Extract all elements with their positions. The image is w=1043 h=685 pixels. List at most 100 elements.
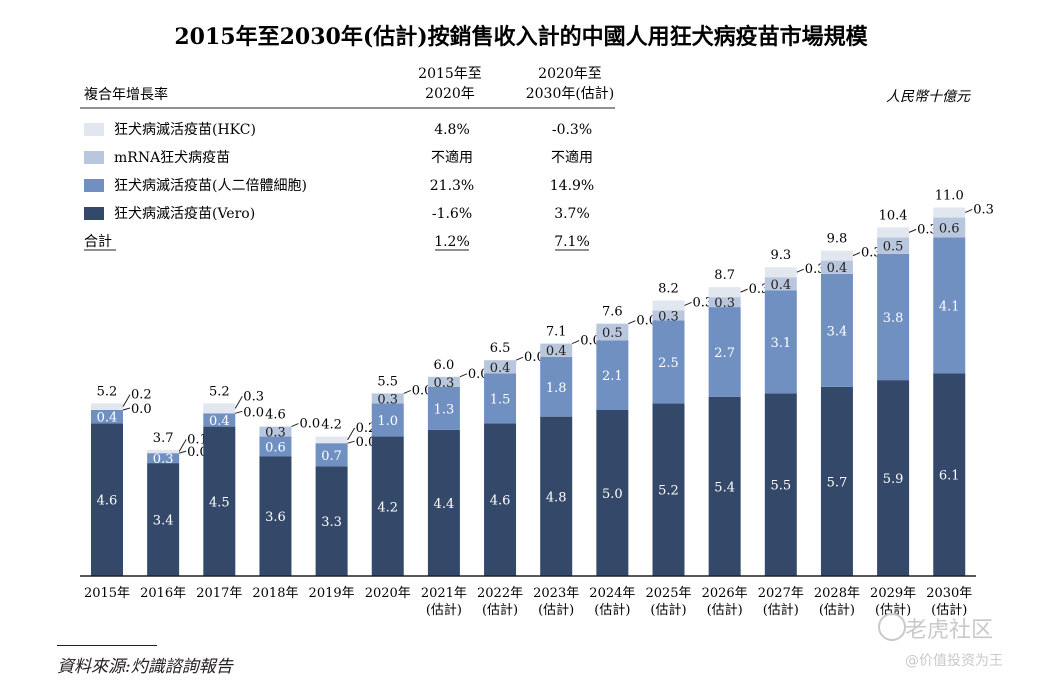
legend-swatch-0 <box>84 123 104 136</box>
cagr-2015-2020-2: 21.3% <box>430 178 474 194</box>
leader-hkc-0 <box>122 394 131 407</box>
data-label-hkc-6: 0.0 <box>468 367 489 382</box>
bar-segment-2-0 <box>203 426 236 576</box>
data-label-hkc-13: 0.3 <box>861 246 882 261</box>
data-label-vero-7: 4.6 <box>490 494 511 509</box>
bar-segment-14-1 <box>877 253 910 381</box>
bar-segment-3-0 <box>259 456 292 576</box>
data-label-mrna-12: 0.4 <box>770 278 791 293</box>
data-label-hkc-1: 0.1 <box>187 433 208 448</box>
bar-segment-15-0 <box>933 373 966 576</box>
bar-segment-13-1 <box>820 273 853 387</box>
leader-hkc-10 <box>684 301 692 306</box>
leader-mrna-2 <box>235 410 243 414</box>
data-label-diploid-10: 2.5 <box>658 356 679 371</box>
data-label-diploid-8: 1.8 <box>546 381 567 396</box>
leader-hkc-4 <box>347 427 356 441</box>
cagr-col2-line1: 2020年至 <box>538 66 602 82</box>
x-tick-label-9-0: 2024年 <box>589 586 635 601</box>
x-tick-label-15-0: 2030年 <box>926 586 972 601</box>
cagr-col2-line2: 2030年(估計) <box>526 86 615 102</box>
total-label-1: 3.7 <box>153 431 174 446</box>
bar-segment-7-1 <box>484 373 517 424</box>
bar-segment-1-1 <box>147 453 180 464</box>
x-tick-label-14-0: 2029年 <box>870 586 916 601</box>
bar-segment-8-2 <box>540 343 573 357</box>
cagr-total-2020-2030: 7.1% <box>554 234 590 250</box>
data-label-mrna-5: 0.3 <box>377 392 398 407</box>
bar-segment-14-2 <box>877 237 910 254</box>
data-label-diploid-15: 4.1 <box>939 299 960 314</box>
data-label-diploid-1: 0.3 <box>153 452 174 467</box>
data-label-vero-1: 3.4 <box>153 514 174 529</box>
bar-segment-4-3 <box>315 436 348 444</box>
total-label-14: 10.4 <box>879 208 908 223</box>
data-label-mrna-1: 0.0 <box>187 445 208 460</box>
total-label-4: 4.2 <box>321 418 342 433</box>
data-label-mrna-10: 0.3 <box>658 309 679 324</box>
bar-segment-2-1 <box>203 413 236 427</box>
total-label-6: 6.0 <box>434 358 455 373</box>
bar-segment-14-3 <box>877 227 910 238</box>
data-label-mrna-7: 0.4 <box>490 361 511 376</box>
watermark-text: 老虎社区 <box>905 618 994 643</box>
bar-segment-11-1 <box>708 307 741 397</box>
total-label-2: 5.2 <box>209 384 230 399</box>
bar-segment-12-0 <box>764 393 797 576</box>
x-tick-label-8-1: (估計) <box>538 602 574 618</box>
data-label-hkc-14: 0.3 <box>917 222 938 237</box>
watermark-logo-icon <box>878 613 906 641</box>
bar-segment-3-2 <box>259 426 292 437</box>
legend-label-2: 狂犬病滅活疫苗(人二倍體細胞) <box>114 178 307 194</box>
data-label-vero-5: 4.2 <box>377 500 398 515</box>
bar-segment-5-0 <box>371 436 404 576</box>
x-tick-label-2-0: 2017年 <box>196 586 242 601</box>
data-label-vero-11: 5.4 <box>714 480 735 495</box>
data-label-mrna-4: 0.0 <box>356 435 377 450</box>
data-label-vero-10: 5.2 <box>658 484 679 499</box>
bar-segment-7-2 <box>484 360 517 374</box>
data-label-mrna-3: 0.3 <box>265 426 286 441</box>
data-label-diploid-3: 0.6 <box>265 441 286 456</box>
data-label-vero-15: 6.1 <box>939 469 960 484</box>
x-tick-label-5-0: 2020年 <box>365 586 411 601</box>
bar-segment-9-2 <box>596 323 629 341</box>
cagr-col1-line2: 2020年 <box>425 86 475 102</box>
cagr-2020-2030-0: -0.3% <box>552 122 592 138</box>
data-label-diploid-0: 0.4 <box>97 411 118 426</box>
legend-label-3: 狂犬病滅活疫苗(Vero) <box>114 206 255 222</box>
leader-hkc-7 <box>515 356 524 361</box>
bar-segment-15-1 <box>933 237 966 374</box>
total-label-15: 11.0 <box>935 188 964 203</box>
source-rule <box>57 645 157 646</box>
bar-segment-6-2 <box>427 376 460 387</box>
data-label-diploid-14: 3.8 <box>883 311 904 326</box>
bar-segment-8-0 <box>540 416 573 576</box>
data-label-vero-9: 5.0 <box>602 487 623 502</box>
cagr-col1-line1: 2015年至 <box>418 66 482 82</box>
leader-hkc-9 <box>628 320 636 325</box>
data-label-diploid-7: 1.5 <box>490 392 511 407</box>
unit-label: 人民幣十億元 <box>886 89 971 105</box>
bar-segment-0-0 <box>91 423 123 576</box>
data-label-hkc-12: 0.3 <box>805 262 826 277</box>
bar-segment-9-0 <box>596 410 629 576</box>
x-tick-label-6-1: (估計) <box>426 602 462 618</box>
x-tick-label-6-0: 2021年 <box>421 586 467 601</box>
watermark-handle: @价值投资为王 <box>905 653 1003 669</box>
data-label-mrna-8: 0.4 <box>546 344 567 359</box>
data-label-vero-12: 5.5 <box>770 479 791 494</box>
data-label-vero-13: 5.7 <box>827 475 848 490</box>
cagr-2020-2030-3: 3.7% <box>554 206 590 222</box>
bar-segment-14-0 <box>877 380 910 576</box>
bar-segment-11-3 <box>708 287 741 298</box>
leader-hkc-8 <box>572 340 580 345</box>
x-tick-label-12-0: 2027年 <box>758 586 804 601</box>
x-tick-label-4-0: 2019年 <box>309 586 355 601</box>
x-tick-label-0-0: 2015年 <box>84 586 130 601</box>
data-label-hkc-8: 0.0 <box>580 334 601 349</box>
data-label-mrna-13: 0.4 <box>827 261 848 276</box>
data-label-hkc-10: 0.3 <box>693 295 714 310</box>
bar-segment-15-2 <box>933 217 966 238</box>
bar-segment-1-0 <box>147 463 180 576</box>
